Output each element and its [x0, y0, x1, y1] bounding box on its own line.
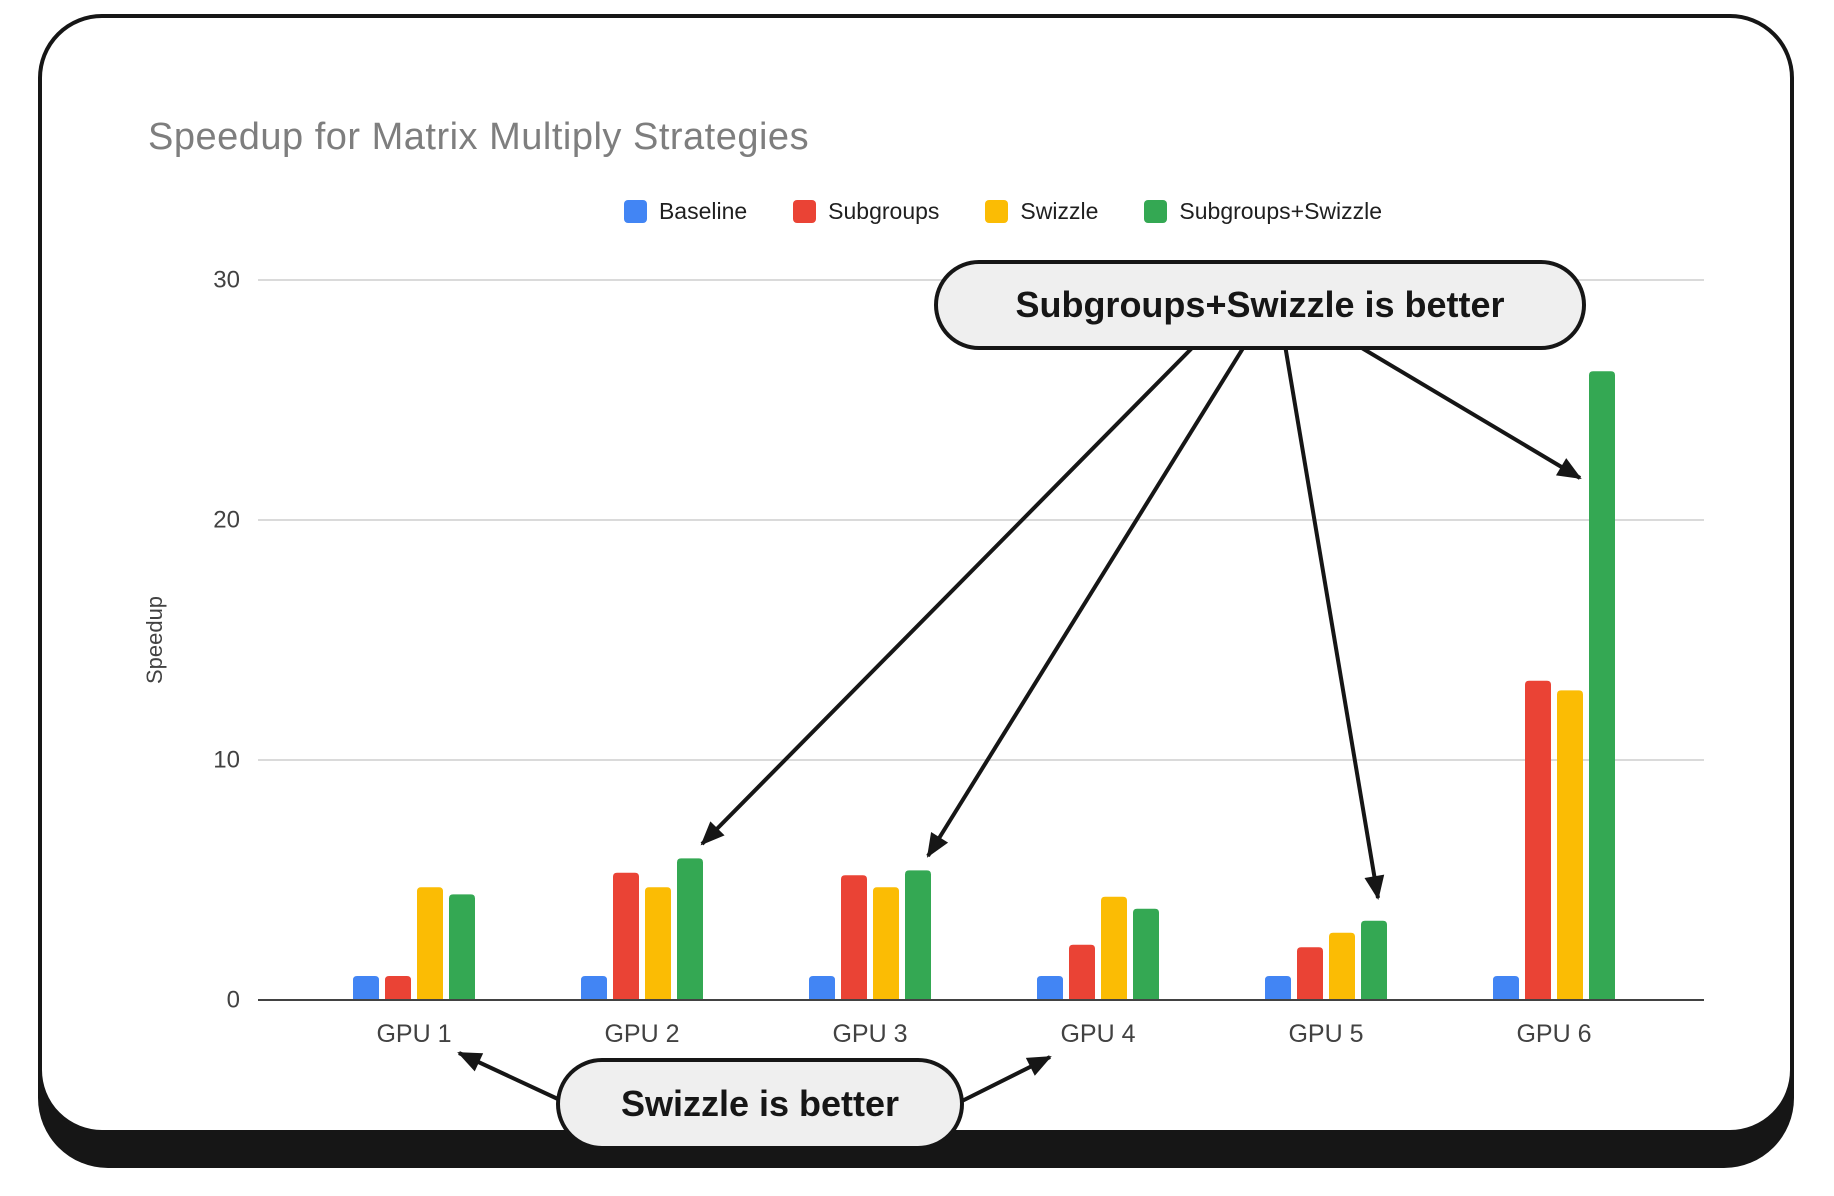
bar-swizzle-gpu-3	[873, 887, 899, 1000]
annotation-arrow-5	[457, 1051, 561, 1102]
legend: Baseline Subgroups Swizzle Subgroups+Swizzl…	[280, 198, 1726, 225]
bar-subgroups-swizzle-gpu-3	[905, 870, 931, 1000]
legend-item-baseline: Baseline	[623, 198, 748, 225]
bar-subgroups-gpu-3	[841, 875, 867, 1000]
annotation-subgroups-swizzle-better: Subgroups+Swizzle is better	[934, 260, 1586, 350]
bar-subgroups-gpu-1	[385, 976, 411, 1000]
bar-swizzle-gpu-5	[1329, 932, 1355, 1000]
annotation-arrow-2	[926, 343, 1247, 858]
y-tick-label: 30	[213, 267, 240, 294]
legend-swatch-subgroups-swizzle	[1144, 200, 1168, 223]
bar-subgroups-swizzle-gpu-1	[449, 894, 475, 1000]
annotation-swizzle-better: Swizzle is better	[556, 1058, 964, 1150]
annotation-arrow-6	[959, 1055, 1052, 1104]
bar-baseline-gpu-3	[809, 976, 835, 1000]
bar-swizzle-gpu-1	[417, 887, 443, 1000]
bar-subgroups-gpu-6	[1525, 680, 1551, 1000]
axis-layer: GPU 1 GPU 2 GPU 3 GPU 4 GPU 5 GPU 6	[258, 999, 1704, 1048]
bar-subgroups-gpu-5	[1297, 947, 1323, 1000]
legend-swatch-baseline	[623, 200, 647, 223]
bar-subgroups-swizzle-gpu-4	[1133, 908, 1159, 1000]
bars-layer	[353, 371, 1615, 1000]
annotation-arrows	[457, 333, 1582, 1104]
annotation-arrow-3	[1283, 344, 1385, 900]
legend-swatch-swizzle	[985, 200, 1009, 223]
bar-subgroups-swizzle-gpu-6	[1589, 371, 1615, 1000]
legend-label: Swizzle	[1020, 198, 1099, 224]
y-axis-title: Speedup	[142, 596, 167, 684]
x-category-label: GPU 6	[1516, 1020, 1591, 1048]
bar-baseline-gpu-2	[581, 976, 607, 1000]
y-tick-label: 20	[213, 507, 240, 534]
bar-subgroups-swizzle-gpu-2	[677, 858, 703, 1000]
annotation-arrow-4	[1338, 333, 1582, 480]
bar-swizzle-gpu-2	[645, 887, 671, 1000]
x-category-label: GPU 5	[1288, 1020, 1363, 1048]
legend-swatch-subgroups	[793, 200, 817, 223]
legend-label: Subgroups	[828, 198, 940, 224]
x-category-label: GPU 2	[604, 1020, 679, 1048]
x-category-label: GPU 3	[832, 1020, 907, 1048]
y-tick-label: 10	[213, 747, 240, 774]
bar-baseline-gpu-5	[1265, 976, 1291, 1000]
y-tick-label: 0	[227, 987, 240, 1014]
legend-label: Subgroups+Swizzle	[1179, 198, 1383, 224]
bar-swizzle-gpu-4	[1101, 896, 1127, 1000]
legend-label: Baseline	[658, 198, 748, 224]
x-category-label: GPU 4	[1060, 1020, 1135, 1048]
bar-swizzle-gpu-6	[1557, 690, 1583, 1000]
bar-baseline-gpu-1	[353, 976, 379, 1000]
x-category-label: GPU 1	[376, 1020, 451, 1048]
annotation-arrow-1	[700, 343, 1197, 846]
bar-subgroups-gpu-4	[1069, 944, 1095, 1000]
legend-item-subgroups: Subgroups	[793, 198, 939, 225]
bar-baseline-gpu-4	[1037, 976, 1063, 1000]
legend-item-swizzle: Swizzle	[985, 198, 1098, 225]
chart-title: Speedup for Matrix Multiply Strategies	[148, 116, 810, 158]
legend-item-subgroups-swizzle: Subgroups+Swizzle	[1144, 198, 1382, 225]
bar-subgroups-gpu-2	[613, 872, 639, 1000]
bar-subgroups-swizzle-gpu-5	[1361, 920, 1387, 1000]
bar-baseline-gpu-6	[1493, 976, 1519, 1000]
